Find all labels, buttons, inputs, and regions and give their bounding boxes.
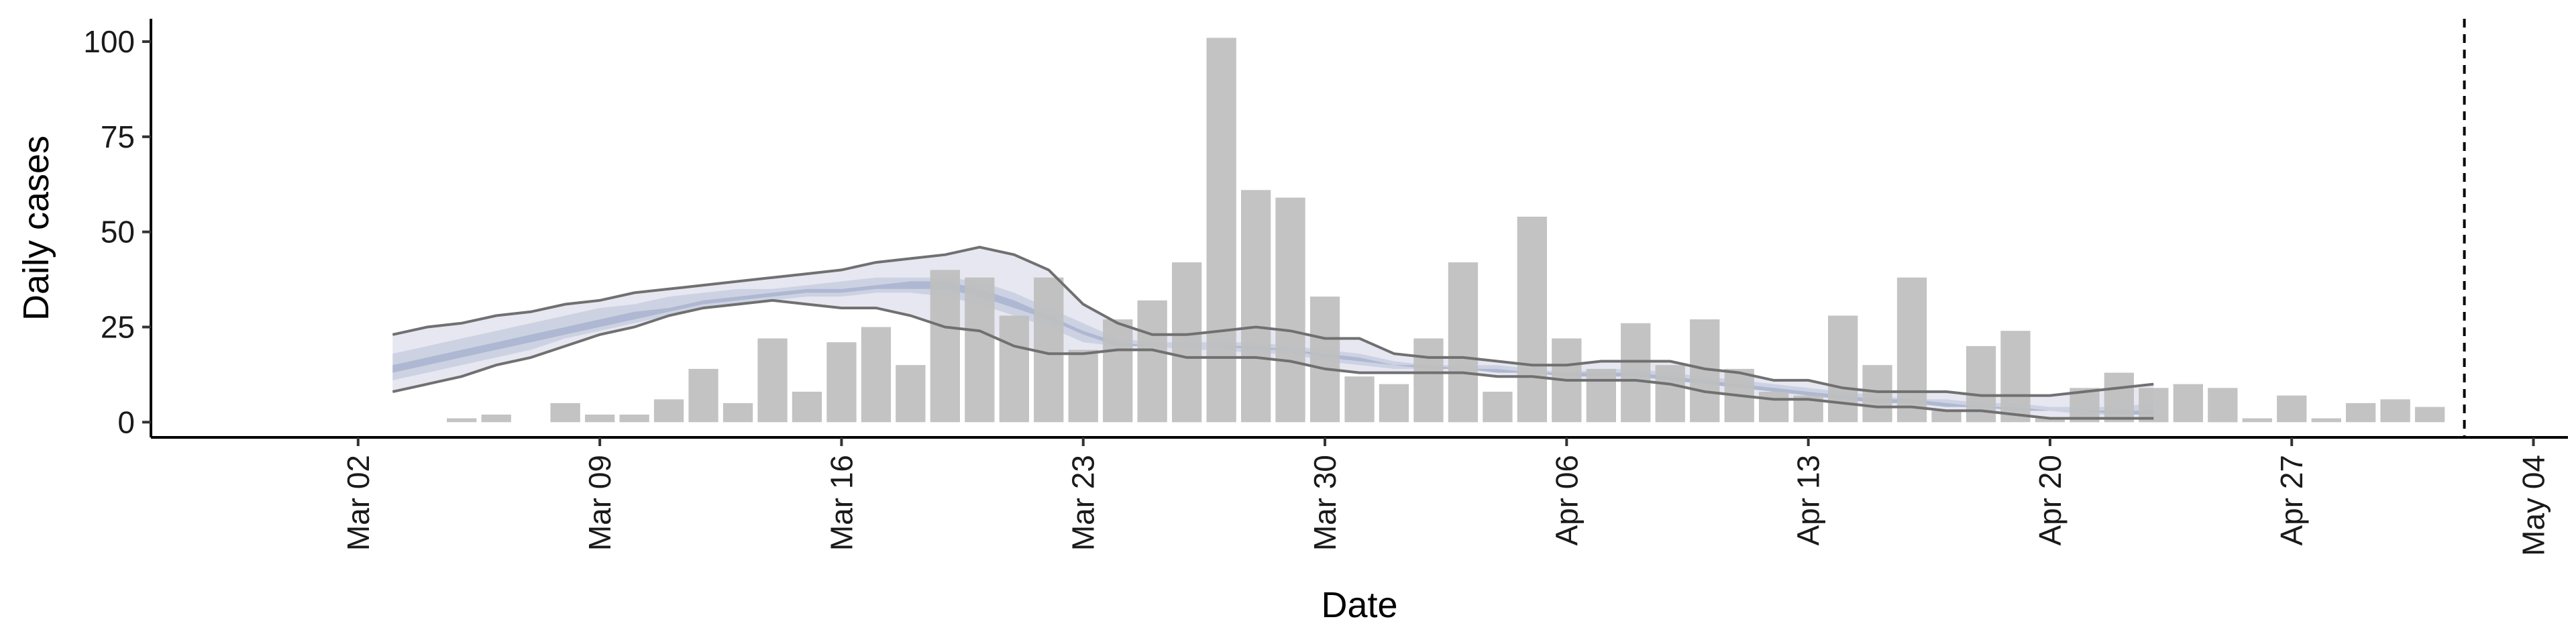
bar — [2242, 418, 2272, 423]
bar — [2415, 407, 2445, 423]
bar — [1275, 197, 1305, 423]
bar — [757, 338, 788, 423]
projection-bound-lines — [392, 246, 2154, 420]
bar — [792, 391, 822, 423]
x-tick-label: Mar 09 — [582, 455, 617, 551]
bar — [688, 368, 718, 423]
x-tick-label: Mar 30 — [1307, 455, 1342, 551]
bar — [1241, 190, 1271, 423]
upper-bound-line — [392, 246, 2154, 397]
bar — [1379, 384, 1409, 423]
bar — [2346, 402, 2376, 423]
x-tick-label: Apr 13 — [1791, 455, 1826, 546]
lower-bound-line — [392, 299, 2154, 420]
bar — [896, 365, 926, 423]
bar — [1655, 365, 1685, 423]
bar — [1344, 376, 1375, 423]
axes: 0 25 50 75 100 Mar 02 Mar 09 Mar 16 Mar 23 Mar 30… — [83, 19, 2568, 556]
bar — [1896, 277, 1927, 423]
x-tick-label: Apr 27 — [2274, 455, 2309, 546]
bar — [1759, 391, 1789, 423]
bar — [1172, 262, 1202, 423]
bar — [826, 342, 857, 423]
bar — [1621, 323, 1651, 423]
y-tick-label: 100 — [83, 24, 135, 59]
x-tick-label: Mar 23 — [1066, 455, 1101, 551]
y-tick-label: 0 — [117, 405, 135, 439]
bar — [2311, 418, 2341, 423]
bar — [585, 415, 615, 423]
bar — [999, 315, 1029, 423]
bar — [2208, 388, 2238, 423]
bar — [1206, 38, 1236, 423]
bar — [1137, 300, 1167, 423]
case-bars — [447, 38, 2445, 423]
bar — [1413, 338, 1444, 423]
bar — [1517, 217, 1547, 423]
bar — [930, 270, 960, 423]
bar — [1931, 411, 1962, 423]
x-tick-label: Mar 16 — [824, 455, 859, 551]
bar — [2104, 372, 2134, 423]
x-axis-title: Date — [1321, 585, 1397, 625]
x-tick-label: Apr 06 — [1549, 455, 1584, 546]
bar — [550, 402, 580, 423]
x-tick-label: May 04 — [2516, 455, 2551, 556]
bar — [2000, 331, 2031, 423]
bar — [1448, 262, 1479, 423]
x-tick-label: Mar 02 — [341, 455, 376, 551]
bar — [1103, 319, 1133, 423]
y-axis-title: Daily cases — [16, 136, 56, 321]
bar — [1483, 391, 1513, 423]
bar — [653, 399, 684, 423]
y-tick-label: 25 — [101, 309, 135, 344]
y-tick-label: 75 — [101, 119, 135, 154]
bar — [1068, 350, 1098, 423]
bar — [1586, 368, 1616, 423]
bar — [1034, 277, 1064, 423]
bar — [861, 327, 892, 423]
bar — [447, 418, 477, 423]
bar — [2277, 395, 2307, 423]
bar — [1828, 315, 1858, 423]
bar — [2139, 388, 2169, 423]
bar — [2035, 418, 2065, 423]
bar — [2173, 384, 2203, 423]
bar — [722, 402, 753, 423]
bar — [2380, 399, 2410, 423]
bar — [1862, 365, 1892, 423]
bar — [619, 415, 649, 423]
x-tick-label: Apr 20 — [2033, 455, 2068, 546]
y-tick-label: 50 — [101, 215, 135, 250]
bar — [965, 277, 995, 423]
bar — [481, 415, 511, 423]
bar — [1309, 297, 1340, 423]
